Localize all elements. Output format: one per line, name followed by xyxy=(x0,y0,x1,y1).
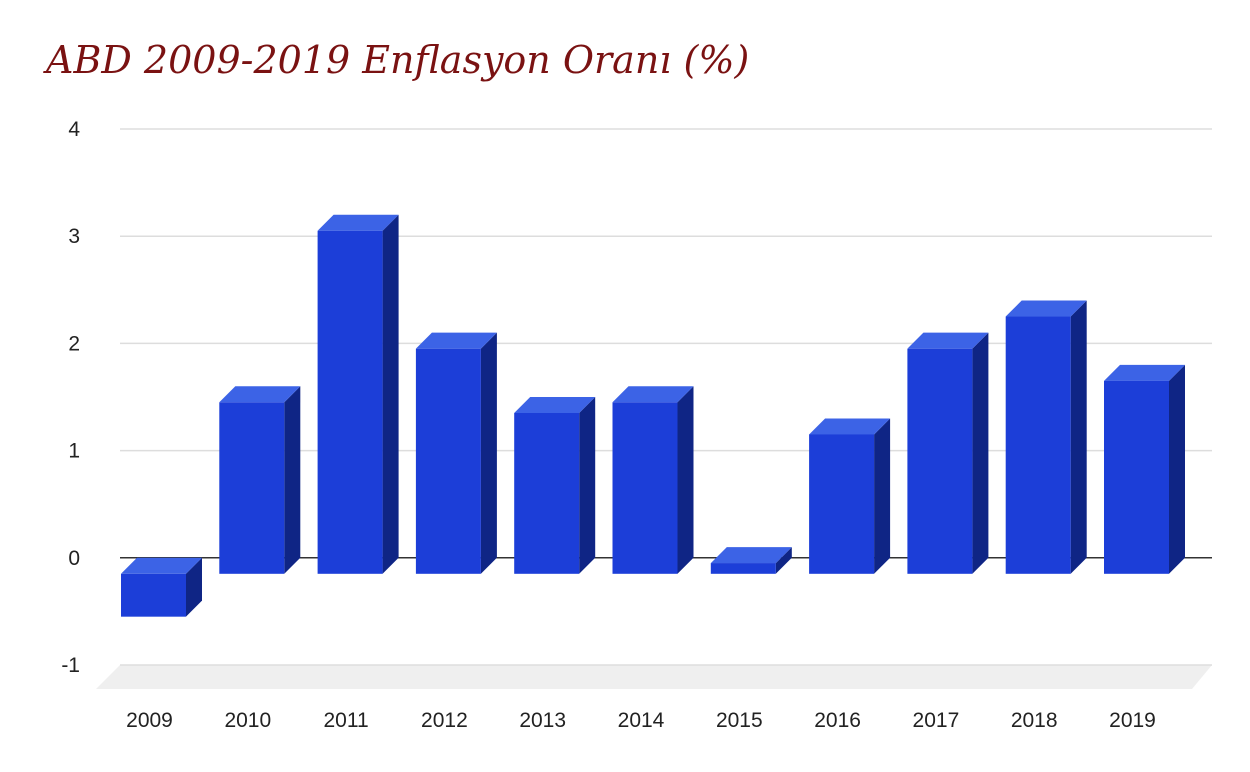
bar xyxy=(907,332,989,574)
bar xyxy=(809,418,891,574)
bar-front xyxy=(514,413,580,574)
y-tick-label: 1 xyxy=(68,440,80,463)
x-tick-label: 2011 xyxy=(324,709,369,732)
x-tick-label: 2019 xyxy=(1109,709,1156,732)
bar-side xyxy=(1070,300,1087,574)
x-tick-label: 2014 xyxy=(618,709,665,732)
bar-top xyxy=(121,557,202,574)
bar-front xyxy=(1005,316,1071,574)
x-tick-label: 2012 xyxy=(421,709,468,732)
y-tick-label: 0 xyxy=(68,547,80,570)
bar-top xyxy=(612,386,694,403)
x-tick-label: 2017 xyxy=(913,709,960,732)
bar-top xyxy=(1005,300,1087,317)
bar-top xyxy=(219,386,301,403)
x-tick-label: 2015 xyxy=(716,709,763,732)
bar-front xyxy=(907,348,973,574)
bar-side xyxy=(480,332,497,574)
bar-front xyxy=(809,434,875,574)
bar-side xyxy=(972,332,989,574)
chart-title: ABD 2009-2019 Enflasyon Oranı (%) xyxy=(46,38,750,82)
bar-side xyxy=(382,214,399,574)
bar-side xyxy=(1169,364,1185,574)
bar-top xyxy=(907,332,989,349)
y-tick-label: 4 xyxy=(68,118,80,141)
bar-top xyxy=(415,332,497,349)
bar xyxy=(710,547,792,574)
bar-top xyxy=(710,547,792,564)
bar xyxy=(317,214,399,574)
bar-front xyxy=(612,402,678,574)
bar-front xyxy=(121,573,186,617)
bar xyxy=(219,386,301,574)
bar-front xyxy=(415,348,481,574)
chart-floor xyxy=(96,665,1212,689)
y-tick-label: 3 xyxy=(68,225,80,248)
bar-side xyxy=(186,557,202,617)
x-tick-label: 2009 xyxy=(126,709,173,732)
bar-side xyxy=(677,386,694,574)
bar-top xyxy=(317,214,399,231)
x-tick-label: 2013 xyxy=(519,709,566,732)
bar xyxy=(1104,364,1185,574)
bar-top xyxy=(514,397,596,413)
y-tick-label: 2 xyxy=(68,332,80,355)
bar xyxy=(415,332,497,574)
bar xyxy=(612,386,694,574)
bar-side xyxy=(579,397,596,574)
bar xyxy=(121,557,202,617)
bar-front xyxy=(1104,380,1169,574)
y-tick-label: -1 xyxy=(61,654,80,677)
bar-front xyxy=(710,563,776,574)
bar-front xyxy=(219,402,285,574)
x-tick-label: 2018 xyxy=(1011,709,1058,732)
x-tick-label: 2010 xyxy=(224,709,271,732)
bar-side xyxy=(284,386,301,574)
bar-top xyxy=(809,418,891,435)
bar-front xyxy=(317,230,383,574)
x-tick-label: 2016 xyxy=(814,709,861,732)
bar xyxy=(1005,300,1087,574)
bar-top xyxy=(1104,364,1185,381)
bar xyxy=(514,397,596,574)
bar-side xyxy=(874,418,891,574)
bar-side xyxy=(775,547,792,574)
